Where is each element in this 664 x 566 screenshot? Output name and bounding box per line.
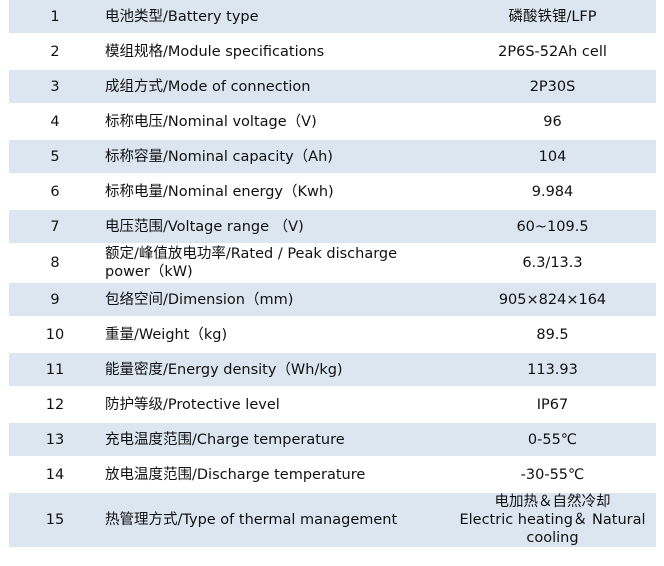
value: 磷酸铁锂/LFP bbox=[449, 0, 656, 35]
value: 96 bbox=[449, 104, 656, 140]
parameter: 放电温度范围/Discharge temperature bbox=[101, 457, 449, 493]
row-number: 15 bbox=[9, 492, 101, 549]
table-row: 9 包络空间/Dimension（mm) 905×824×164 bbox=[9, 282, 656, 318]
value: 60~109.5 bbox=[449, 209, 656, 245]
row-number: 8 bbox=[9, 244, 101, 283]
parameter: 能量密度/Energy density（Wh/kg) bbox=[101, 352, 449, 388]
row-number: 6 bbox=[9, 174, 101, 210]
row-number: 11 bbox=[9, 352, 101, 388]
value: 104 bbox=[449, 139, 656, 175]
value: -30-55℃ bbox=[449, 457, 656, 493]
value: 9.984 bbox=[449, 174, 656, 210]
parameter: 包络空间/Dimension（mm) bbox=[101, 282, 449, 318]
table-row: 1 电池类型/Battery type 磷酸铁锂/LFP bbox=[9, 0, 656, 35]
row-number: 9 bbox=[9, 282, 101, 318]
table-row: 11 能量密度/Energy density（Wh/kg) 113.93 bbox=[9, 352, 656, 388]
row-number: 1 bbox=[9, 0, 101, 35]
table-body: 1 电池类型/Battery type 磷酸铁锂/LFP 2 模组规格/Module s… bbox=[9, 0, 656, 549]
value: 905×824×164 bbox=[449, 282, 656, 318]
row-number: 5 bbox=[9, 139, 101, 175]
parameter: 电池类型/Battery type bbox=[101, 0, 449, 35]
table-row: 8 额定/峰值放电功率/Rated / Peak discharge power（… bbox=[9, 244, 656, 283]
row-number: 4 bbox=[9, 104, 101, 140]
value: 2P30S bbox=[449, 69, 656, 105]
parameter: 成组方式/Mode of connection bbox=[101, 69, 449, 105]
row-number: 2 bbox=[9, 34, 101, 70]
parameter: 防护等级/Protective level bbox=[101, 387, 449, 423]
table-row: 12 防护等级/Protective level IP67 bbox=[9, 387, 656, 423]
parameter: 标称电压/Nominal voltage（V) bbox=[101, 104, 449, 140]
parameter: 模组规格/Module specifications bbox=[101, 34, 449, 70]
value: 89.5 bbox=[449, 317, 656, 353]
value: 6.3/13.3 bbox=[449, 244, 656, 283]
row-number: 12 bbox=[9, 387, 101, 423]
table-row: 10 重量/Weight（kg) 89.5 bbox=[9, 317, 656, 353]
parameter: 热管理方式/Type of thermal management bbox=[101, 492, 449, 549]
parameter: 电压范围/Voltage range （V) bbox=[101, 209, 449, 245]
row-number: 14 bbox=[9, 457, 101, 493]
parameter: 标称容量/Nominal capacity（Ah) bbox=[101, 139, 449, 175]
table-row: 3 成组方式/Mode of connection 2P30S bbox=[9, 69, 656, 105]
table-row: 13 充电温度范围/Charge temperature 0-55℃ bbox=[9, 422, 656, 458]
row-number: 10 bbox=[9, 317, 101, 353]
table-row: 5 标称容量/Nominal capacity（Ah) 104 bbox=[9, 139, 656, 175]
spec-table: 1 电池类型/Battery type 磷酸铁锂/LFP 2 模组规格/Module s… bbox=[9, 0, 656, 549]
parameter: 充电温度范围/Charge temperature bbox=[101, 422, 449, 458]
table-row: 6 标称电量/Nominal energy（Kwh) 9.984 bbox=[9, 174, 656, 210]
table-row: 2 模组规格/Module specifications 2P6S-52Ah cel… bbox=[9, 34, 656, 70]
table-row: 7 电压范围/Voltage range （V) 60~109.5 bbox=[9, 209, 656, 245]
row-number: 3 bbox=[9, 69, 101, 105]
value: 113.93 bbox=[449, 352, 656, 388]
row-number: 13 bbox=[9, 422, 101, 458]
parameter: 重量/Weight（kg) bbox=[101, 317, 449, 353]
table-row: 4 标称电压/Nominal voltage（V) 96 bbox=[9, 104, 656, 140]
value: 电加热＆自然冷却 Electric heating＆ Natural cooli… bbox=[449, 492, 656, 549]
value: 2P6S-52Ah cell bbox=[449, 34, 656, 70]
value: IP67 bbox=[449, 387, 656, 423]
table-row: 14 放电温度范围/Discharge temperature -30-55℃ bbox=[9, 457, 656, 493]
value: 0-55℃ bbox=[449, 422, 656, 458]
parameter: 标称电量/Nominal energy（Kwh) bbox=[101, 174, 449, 210]
parameter: 额定/峰值放电功率/Rated / Peak discharge power（k… bbox=[101, 244, 449, 283]
row-number: 7 bbox=[9, 209, 101, 245]
table-row: 15 热管理方式/Type of thermal management 电加热＆自然… bbox=[9, 492, 656, 549]
